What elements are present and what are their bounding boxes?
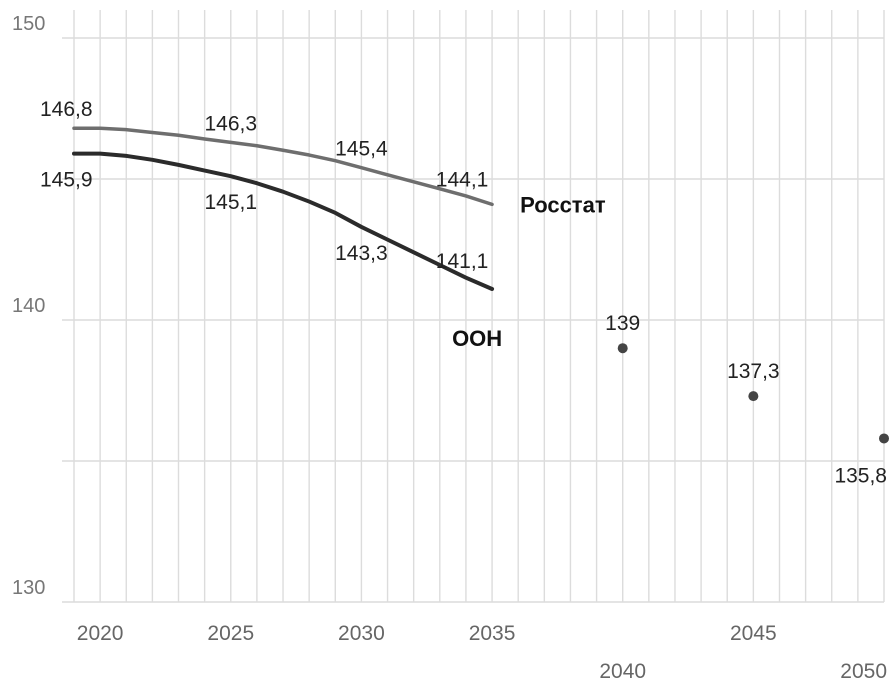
series-name-label: Росстат bbox=[520, 192, 606, 217]
data-label: 146,3 bbox=[204, 112, 257, 135]
data-label: 144,1 bbox=[436, 168, 489, 191]
series-line bbox=[72, 126, 494, 207]
data-label: 143,3 bbox=[335, 242, 388, 265]
data-label: 145,1 bbox=[204, 191, 257, 214]
x-tick-label: 2025 bbox=[207, 622, 254, 645]
data-label: 137,3 bbox=[727, 360, 780, 383]
data-label: 141,1 bbox=[436, 250, 489, 273]
x-tick-label: 2030 bbox=[338, 622, 385, 645]
data-label: 139 bbox=[605, 312, 640, 335]
y-tick-label: 130 bbox=[12, 577, 45, 599]
line-layer bbox=[72, 126, 495, 291]
x-tick-label: 2050 bbox=[840, 660, 887, 683]
data-point bbox=[879, 433, 889, 444]
data-label: 146,8 bbox=[40, 98, 93, 121]
data-label: 145,4 bbox=[335, 138, 388, 161]
x-tick-label: 2020 bbox=[77, 622, 124, 645]
y-tick-label: 150 bbox=[12, 13, 45, 35]
x-tick-label: 2045 bbox=[730, 622, 777, 645]
grid-layer bbox=[62, 10, 885, 603]
x-tick-label: 2040 bbox=[599, 660, 646, 683]
data-point bbox=[617, 343, 628, 354]
x-tick-label: 2035 bbox=[469, 622, 516, 645]
series-name-label: ООН bbox=[452, 326, 502, 351]
text-layer: 150 140 130 2020 2025 2030 2035 2045 2040 2050 146… bbox=[12, 13, 887, 683]
data-label: 135,8 bbox=[834, 464, 887, 487]
series-line bbox=[72, 151, 495, 291]
data-point bbox=[748, 391, 759, 402]
y-tick-label: 140 bbox=[12, 295, 45, 317]
point-layer bbox=[617, 343, 889, 444]
data-label: 145,9 bbox=[40, 169, 93, 192]
